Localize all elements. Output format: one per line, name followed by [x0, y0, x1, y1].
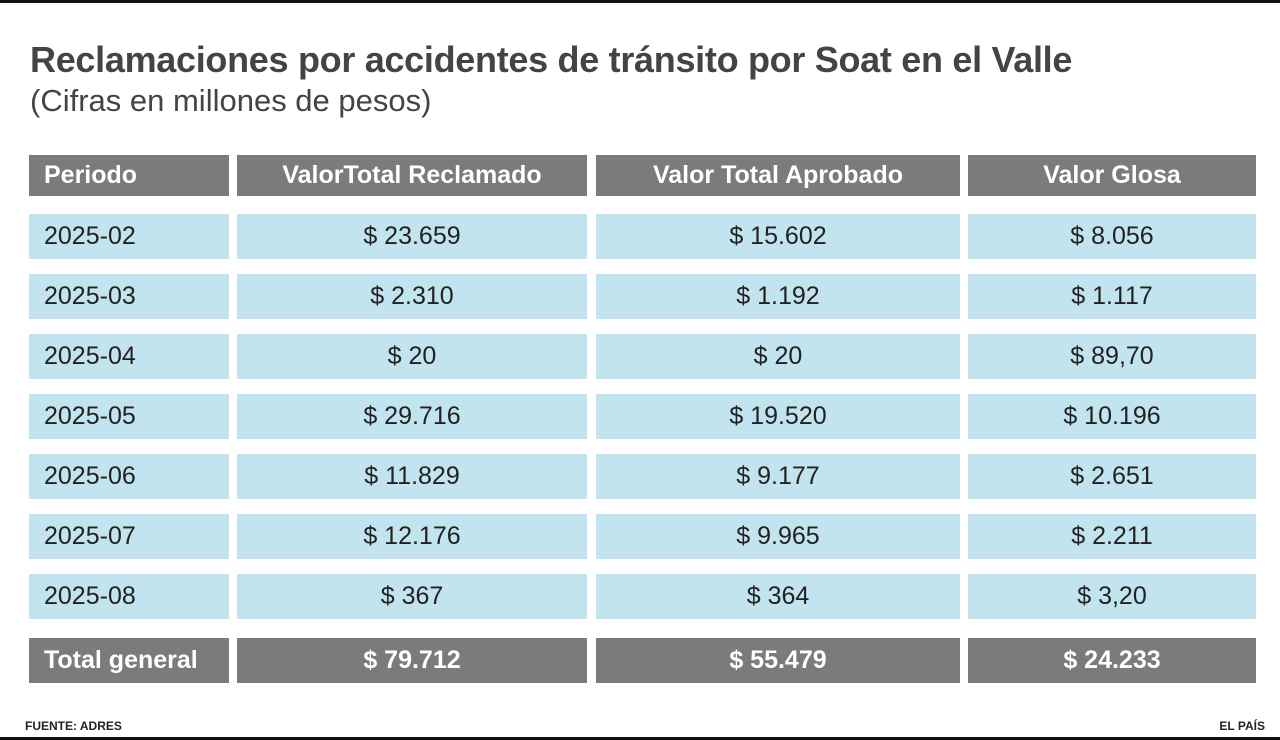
- value-cell: $ 1.192: [596, 274, 960, 319]
- value-cell: $ 12.176: [237, 514, 587, 559]
- total-cell: Total general: [29, 638, 229, 683]
- value-cell: $ 364: [596, 574, 960, 619]
- total-cell: $ 24.233: [968, 638, 1256, 683]
- value-cell: $ 1.117: [968, 274, 1256, 319]
- period-cell: 2025-05: [29, 394, 229, 439]
- value-cell: $ 2.310: [237, 274, 587, 319]
- column-header: Valor Total Aprobado: [596, 155, 960, 196]
- value-cell: $ 2.211: [968, 514, 1256, 559]
- column-header: Valor Glosa: [968, 155, 1256, 196]
- value-cell: $ 8.056: [968, 214, 1256, 259]
- subtitle: (Cifras en millones de pesos): [30, 83, 432, 118]
- value-cell: $ 23.659: [237, 214, 587, 259]
- period-cell: 2025-04: [29, 334, 229, 379]
- column-header: ValorTotal Reclamado: [237, 155, 587, 196]
- value-cell: $ 11.829: [237, 454, 587, 499]
- value-cell: $ 9.965: [596, 514, 960, 559]
- value-cell: $ 19.520: [596, 394, 960, 439]
- total-cell: $ 79.712: [237, 638, 587, 683]
- value-cell: $ 29.716: [237, 394, 587, 439]
- source: FUENTE: ADRES: [25, 719, 122, 733]
- period-cell: 2025-02: [29, 214, 229, 259]
- column-header: Periodo: [29, 155, 229, 196]
- brand: EL PAÍS: [1219, 719, 1265, 733]
- value-cell: $ 15.602: [596, 214, 960, 259]
- value-cell: $ 9.177: [596, 454, 960, 499]
- period-cell: 2025-03: [29, 274, 229, 319]
- value-cell: $ 89,70: [968, 334, 1256, 379]
- period-cell: 2025-07: [29, 514, 229, 559]
- value-cell: $ 3,20: [968, 574, 1256, 619]
- value-cell: $ 367: [237, 574, 587, 619]
- value-cell: $ 20: [596, 334, 960, 379]
- value-cell: $ 2.651: [968, 454, 1256, 499]
- period-cell: 2025-08: [29, 574, 229, 619]
- title: Reclamaciones por accidentes de tránsito…: [30, 39, 1073, 80]
- value-cell: $ 20: [237, 334, 587, 379]
- total-cell: $ 55.479: [596, 638, 960, 683]
- period-cell: 2025-06: [29, 454, 229, 499]
- value-cell: $ 10.196: [968, 394, 1256, 439]
